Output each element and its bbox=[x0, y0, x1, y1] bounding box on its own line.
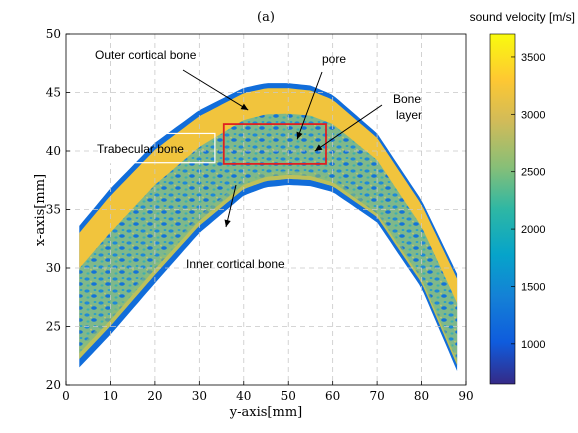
annotation-arrow bbox=[224, 184, 237, 228]
colorbar-tick-label: 2000 bbox=[521, 224, 545, 236]
trabecular-band bbox=[79, 113, 458, 362]
arrow-head bbox=[240, 103, 249, 111]
colorbar-tick-label: 3000 bbox=[521, 109, 545, 121]
x-tick-label: 10 bbox=[103, 389, 118, 403]
annotation-label: Outer cortical bone bbox=[95, 48, 197, 62]
colorbar-tick-label: 1000 bbox=[521, 339, 545, 351]
arrow-shaft bbox=[225, 184, 237, 228]
x-tick-label: 60 bbox=[325, 389, 340, 403]
chart-title: (a) bbox=[257, 10, 275, 25]
colorbar: 1000 1500 2000 2500 3000 3500 sound velocity … bbox=[470, 10, 575, 385]
y-tick-label: 40 bbox=[46, 144, 61, 158]
annotation-label: Trabecular bone bbox=[97, 142, 184, 156]
annotation-label: Inner cortical bone bbox=[186, 257, 285, 271]
bone-heatmap bbox=[79, 83, 458, 371]
colorbar-tick-label: 1500 bbox=[521, 281, 545, 293]
colorbar-tick-label: 2500 bbox=[521, 167, 545, 179]
colorbar-ticks: 1000 1500 2000 2500 3000 3500 bbox=[511, 52, 545, 351]
annotation-label: layer bbox=[396, 108, 422, 122]
x-tick-label: 0 bbox=[62, 389, 70, 403]
arrow-shaft bbox=[182, 69, 249, 111]
y-tick-label: 30 bbox=[46, 261, 61, 275]
y-axis-label: x-axis[mm] bbox=[33, 174, 48, 246]
x-tick-label: 70 bbox=[369, 389, 384, 403]
colorbar-label: sound velocity [m/s] bbox=[470, 10, 575, 24]
annotation-arrow bbox=[182, 69, 249, 111]
annotation-arrow bbox=[314, 104, 383, 152]
x-tick-label: 40 bbox=[236, 389, 251, 403]
inner-cortical-band bbox=[79, 170, 458, 366]
y-tick-label: 50 bbox=[46, 27, 61, 41]
y-tick-label: 35 bbox=[46, 203, 61, 217]
x-tick-label: 20 bbox=[147, 389, 162, 403]
y-ticks: 20 25 30 35 40 45 50 bbox=[46, 27, 70, 392]
y-tick-label: 25 bbox=[46, 320, 61, 334]
arrow-head bbox=[224, 219, 231, 228]
grid-lines bbox=[66, 34, 466, 385]
colorbar-tick-label: 3500 bbox=[521, 52, 545, 64]
arrow-head bbox=[314, 144, 323, 151]
trabecular-label-box bbox=[109, 132, 216, 164]
x-tick-label: 50 bbox=[281, 389, 296, 403]
x-ticks: 0 10 20 30 40 50 60 70 80 90 bbox=[62, 381, 474, 403]
x-tick-label: 30 bbox=[192, 389, 207, 403]
x-tick-label: 80 bbox=[414, 389, 429, 403]
annotation-label: Bone bbox=[393, 92, 421, 106]
arrow-shaft bbox=[296, 71, 323, 140]
y-tick-label: 45 bbox=[46, 86, 61, 100]
x-axis-label: y-axis[mm] bbox=[229, 405, 302, 420]
annotation-arrow bbox=[296, 71, 323, 140]
x-tick-label: 90 bbox=[458, 389, 473, 403]
annotations-layer: Outer cortical bone pore Bone layer Trabecul… bbox=[95, 48, 422, 271]
annotation-label: pore bbox=[322, 52, 346, 66]
y-tick-label: 20 bbox=[46, 378, 61, 392]
arrow-shaft bbox=[314, 104, 383, 152]
colorbar-gradient bbox=[489, 33, 516, 385]
arrow-head bbox=[296, 131, 303, 140]
